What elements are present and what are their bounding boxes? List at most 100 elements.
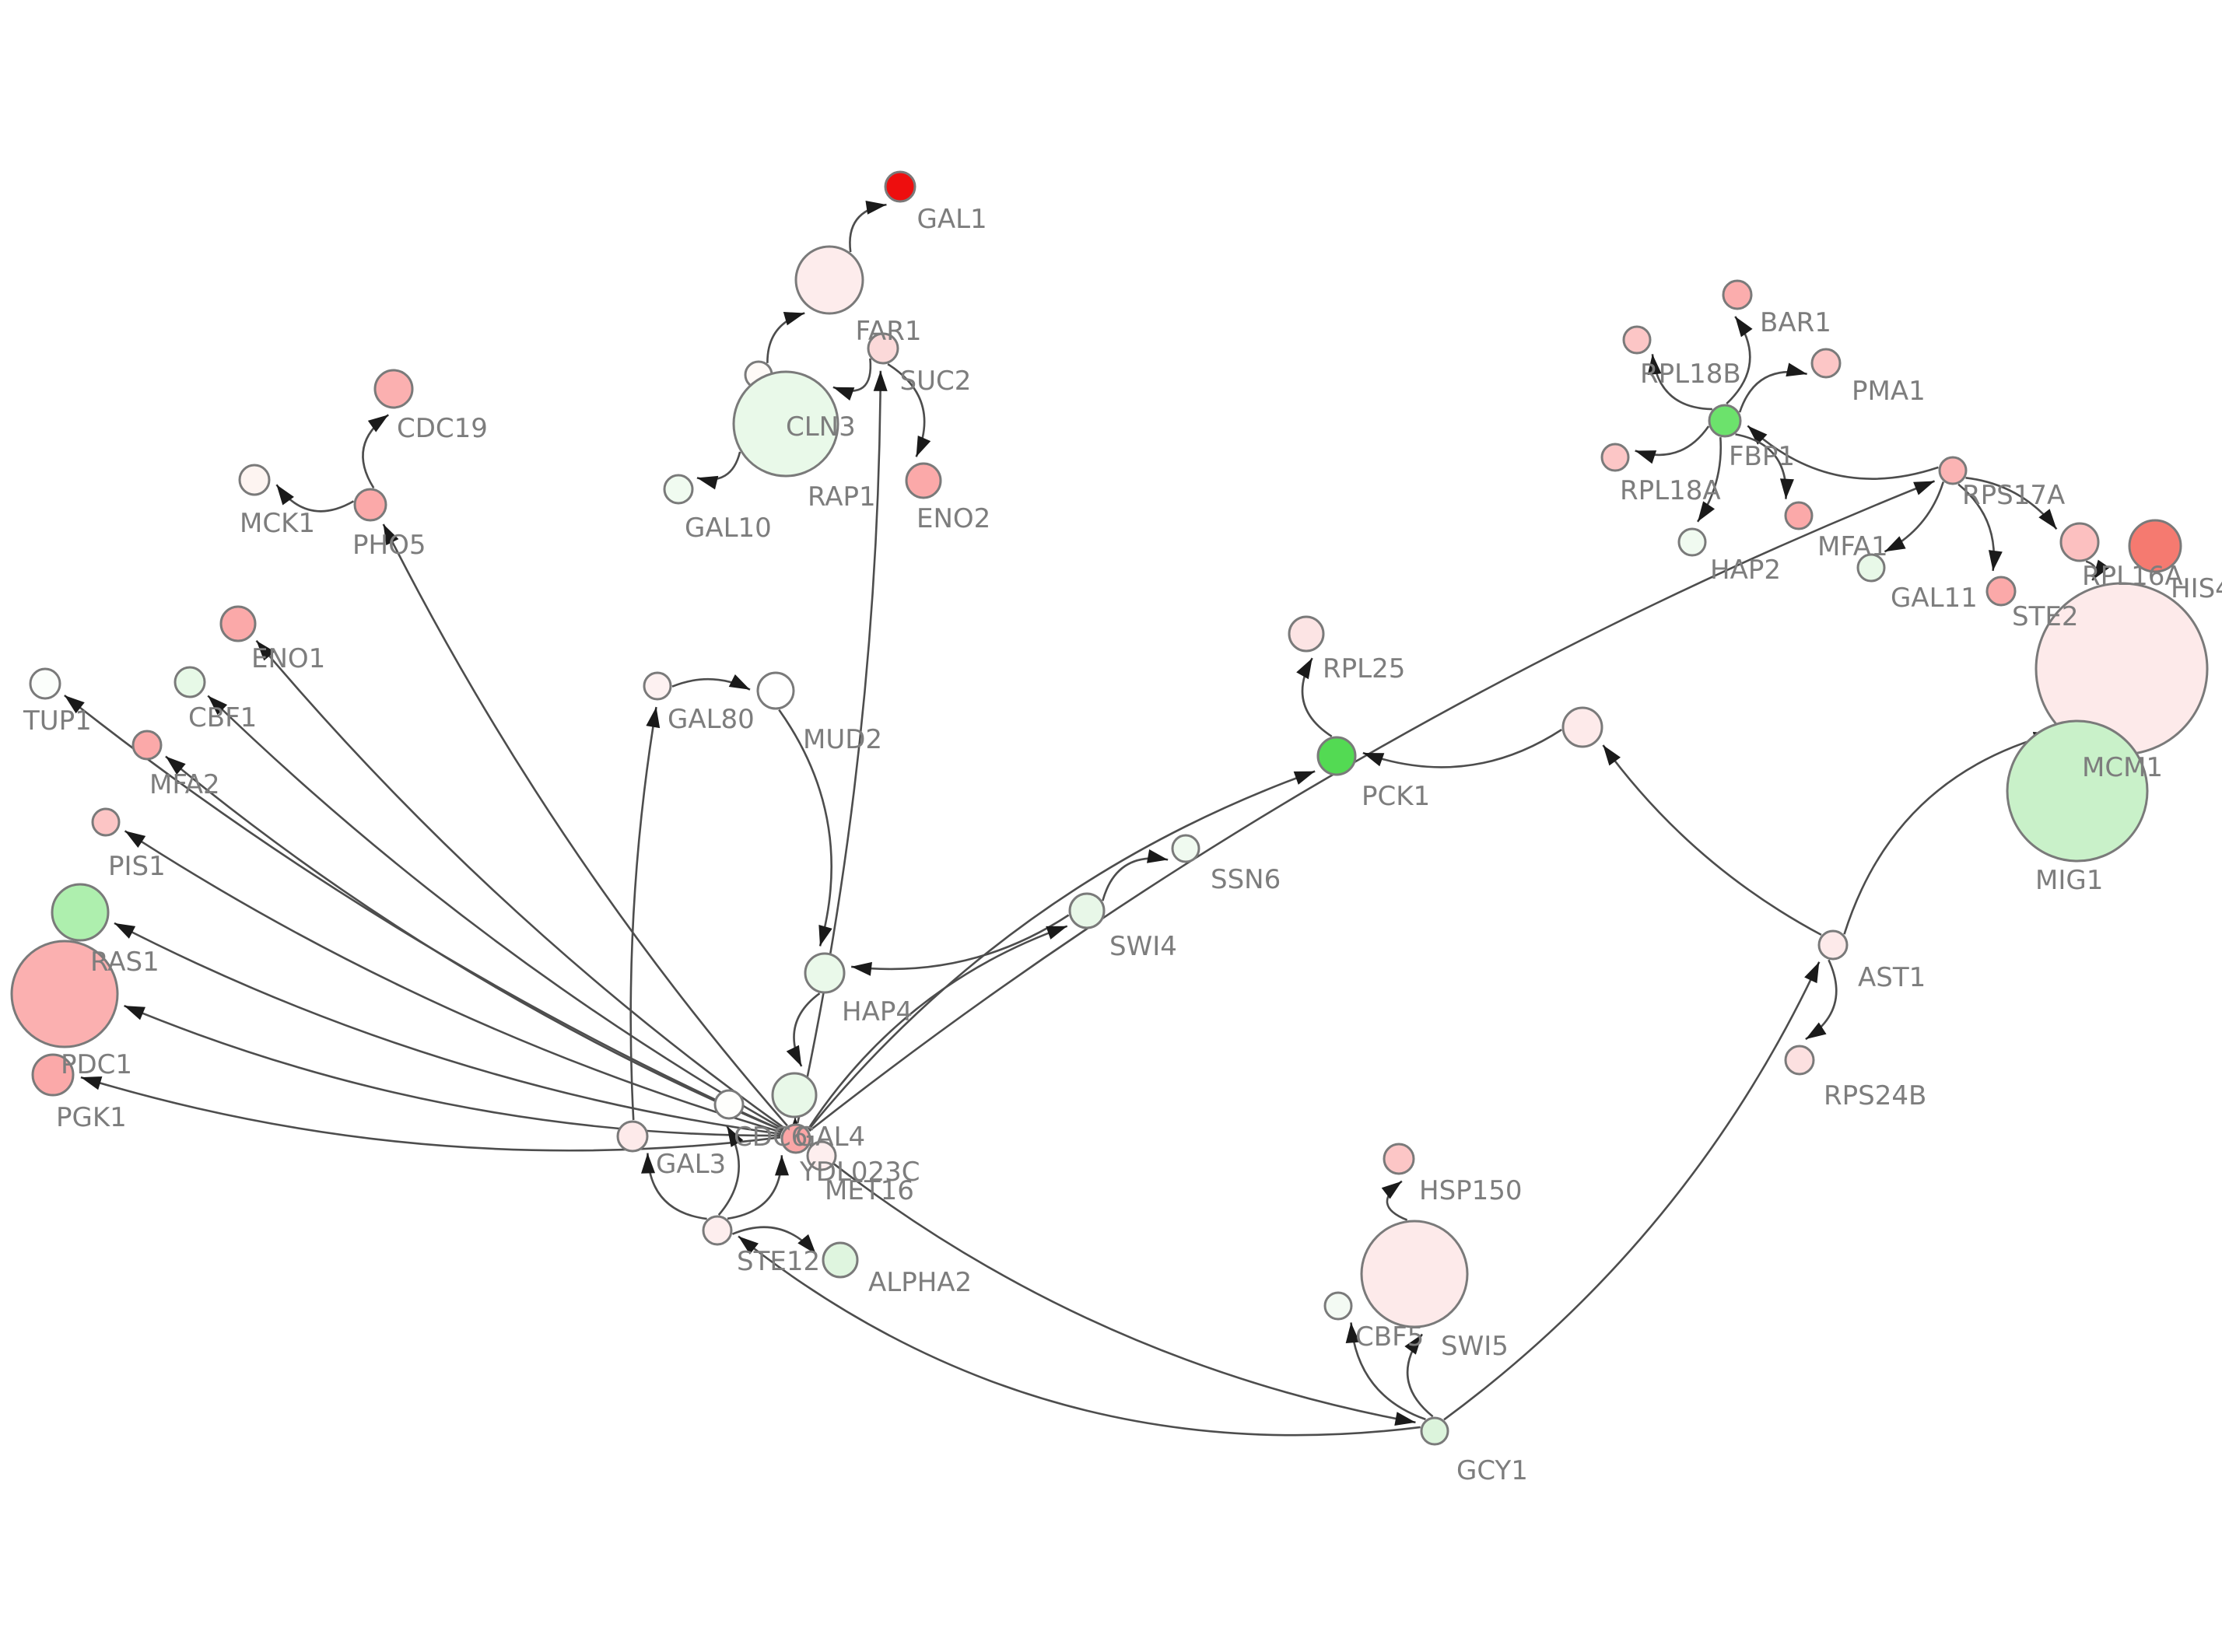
edge-SUC2-RAP1[interactable] xyxy=(832,358,872,401)
edge-YDL023C-SUC2[interactable] xyxy=(796,370,888,1124)
node-alpha2[interactable] xyxy=(822,1241,859,1279)
edge-RPS17A-STE2[interactable] xyxy=(1957,483,2003,572)
node-gal10[interactable] xyxy=(663,474,694,505)
node-gal80[interactable] xyxy=(643,671,672,701)
edge-YDL023C-ENO1[interactable] xyxy=(255,639,786,1129)
node-far1[interactable] xyxy=(794,245,864,315)
node-cbf1[interactable] xyxy=(173,666,206,698)
node-rpl25[interactable] xyxy=(1288,615,1325,653)
edge-AST1-UNLABELED1[interactable] xyxy=(1602,744,1822,936)
node-cbf5[interactable] xyxy=(1323,1291,1353,1321)
edge-RAP1-GAL10[interactable] xyxy=(696,451,741,490)
edge-PHO5-CDC19[interactable] xyxy=(362,414,390,489)
edge-GCY1-CBF5[interactable] xyxy=(1345,1322,1426,1421)
node-gal4[interactable] xyxy=(771,1072,818,1118)
edge-SWI4-SSN6[interactable] xyxy=(1102,849,1169,901)
node-rpl18a[interactable] xyxy=(1600,443,1630,472)
edge-STE12-ALPHA2[interactable] xyxy=(731,1226,817,1255)
edge-FBP1-RPL18B[interactable] xyxy=(1647,354,1712,411)
node-bar1[interactable] xyxy=(1722,279,1753,310)
edge-CLN3-FAR1[interactable] xyxy=(766,312,805,363)
node-gal1[interactable] xyxy=(884,170,916,203)
node-pis1[interactable] xyxy=(91,807,121,837)
node-fbp1[interactable] xyxy=(1708,404,1742,438)
node-met16[interactable] xyxy=(806,1140,837,1171)
node-swi5[interactable] xyxy=(1360,1220,1469,1328)
node-ste12[interactable] xyxy=(702,1215,733,1246)
edge-PHO5-MCK1[interactable] xyxy=(275,484,355,513)
node-ydl023c[interactable] xyxy=(780,1123,811,1154)
node-gcy1[interactable] xyxy=(1420,1416,1449,1446)
edge-STE12-YDL023C[interactable] xyxy=(727,1155,789,1220)
node-mfa2[interactable] xyxy=(131,730,163,761)
edge-YDL023C-CBF1[interactable] xyxy=(207,695,784,1131)
node-gal3[interactable] xyxy=(616,1120,649,1153)
node-unlabeled1[interactable] xyxy=(1561,706,1603,748)
node-eno1[interactable] xyxy=(219,605,257,642)
node-eno2[interactable] xyxy=(905,462,942,499)
node-ssn6[interactable] xyxy=(1171,834,1200,863)
edge-FAR1-GAL1[interactable] xyxy=(849,200,887,253)
edge-AST1-MCM1[interactable] xyxy=(1843,732,2055,935)
node-ras1[interactable] xyxy=(51,883,110,942)
node-rpl16a[interactable] xyxy=(2059,522,2100,562)
node-gal11[interactable] xyxy=(1856,553,1886,583)
edge-RPL16A-MCM1[interactable] xyxy=(2085,559,2110,581)
edge-YDL023C-PIS1[interactable] xyxy=(124,830,783,1133)
node-pdc1[interactable] xyxy=(10,940,119,1048)
edge-YDL023C-GCY1[interactable] xyxy=(809,1144,1416,1426)
node-cdc6[interactable] xyxy=(713,1089,745,1120)
node-his4[interactable] xyxy=(2128,519,2182,573)
node-rps24b[interactable] xyxy=(1784,1045,1815,1076)
node-ast1[interactable] xyxy=(1817,929,1849,961)
node-mfa1[interactable] xyxy=(1784,501,1814,530)
node-cdc19[interactable] xyxy=(373,369,414,409)
edge-SWI4-HAP4[interactable] xyxy=(850,914,1070,976)
edge-YDL023C-PCK1[interactable] xyxy=(808,770,1316,1131)
edge-RPS17A-RPL16A[interactable] xyxy=(1965,477,2058,530)
edge-RPS17A-FBP1[interactable] xyxy=(1747,425,1939,480)
edge-GCY1-STE12[interactable] xyxy=(738,1235,1421,1437)
node-tup1[interactable] xyxy=(29,667,61,700)
node-rps17a[interactable] xyxy=(1938,456,1968,485)
node-pma1[interactable] xyxy=(1810,348,1842,379)
edge-YDL023C-SWI4[interactable] xyxy=(807,925,1068,1130)
node-hap4[interactable] xyxy=(804,952,846,994)
edge-YDL023C-MFA2[interactable] xyxy=(165,755,783,1132)
edge-AST1-RPS24B[interactable] xyxy=(1805,959,1838,1041)
edge-HAP4-GAL4[interactable] xyxy=(786,992,821,1067)
edge-FBP1-PMA1[interactable] xyxy=(1738,362,1807,413)
node-rap1[interactable] xyxy=(732,370,839,478)
edge-GAL3-GAL80[interactable] xyxy=(629,706,661,1121)
edge-YDL023C-PDC1[interactable] xyxy=(124,1004,781,1137)
edge-FBP1-BAR1[interactable] xyxy=(1726,316,1753,405)
edge-FBP1-MFA1[interactable] xyxy=(1735,433,1794,499)
node-mck1[interactable] xyxy=(238,464,271,496)
node-hsp150[interactable] xyxy=(1383,1143,1415,1175)
node-swi4[interactable] xyxy=(1068,892,1106,929)
edge-SUC2-ENO2[interactable] xyxy=(887,363,931,457)
edge-FBP1-HAP2[interactable] xyxy=(1696,437,1723,523)
edge-STE12-CDC6[interactable] xyxy=(717,1125,744,1216)
edge-RPS17A-GAL11[interactable] xyxy=(1884,481,1945,553)
node-mud2[interactable] xyxy=(756,671,795,710)
edge-GCY1-AST1[interactable] xyxy=(1443,961,1821,1421)
edge-SWI5-HSP150[interactable] xyxy=(1381,1180,1408,1221)
edge-GCY1-SWI5[interactable] xyxy=(1404,1333,1434,1418)
node-suc2[interactable] xyxy=(867,332,899,365)
node-mig1[interactable] xyxy=(2006,719,2149,863)
node-pck1[interactable] xyxy=(1316,736,1357,776)
node-pgk1[interactable] xyxy=(31,1053,75,1097)
node-hap2[interactable] xyxy=(1677,527,1707,557)
edge-YDL023C-PGK1[interactable] xyxy=(80,1076,781,1152)
edge-YDL023C-PHO5[interactable] xyxy=(382,523,788,1127)
edge-FBP1-RPL18A[interactable] xyxy=(1635,425,1710,464)
edge-UNLABELED1-PCK1[interactable] xyxy=(1362,729,1562,768)
edge-STE12-GAL3[interactable] xyxy=(641,1153,707,1220)
edge-YDL023C-RAS1[interactable] xyxy=(114,922,782,1136)
edge-PCK1-RPL25[interactable] xyxy=(1296,657,1333,737)
edge-MUD2-HAP4[interactable] xyxy=(778,709,833,947)
node-ste2[interactable] xyxy=(1985,576,2017,607)
